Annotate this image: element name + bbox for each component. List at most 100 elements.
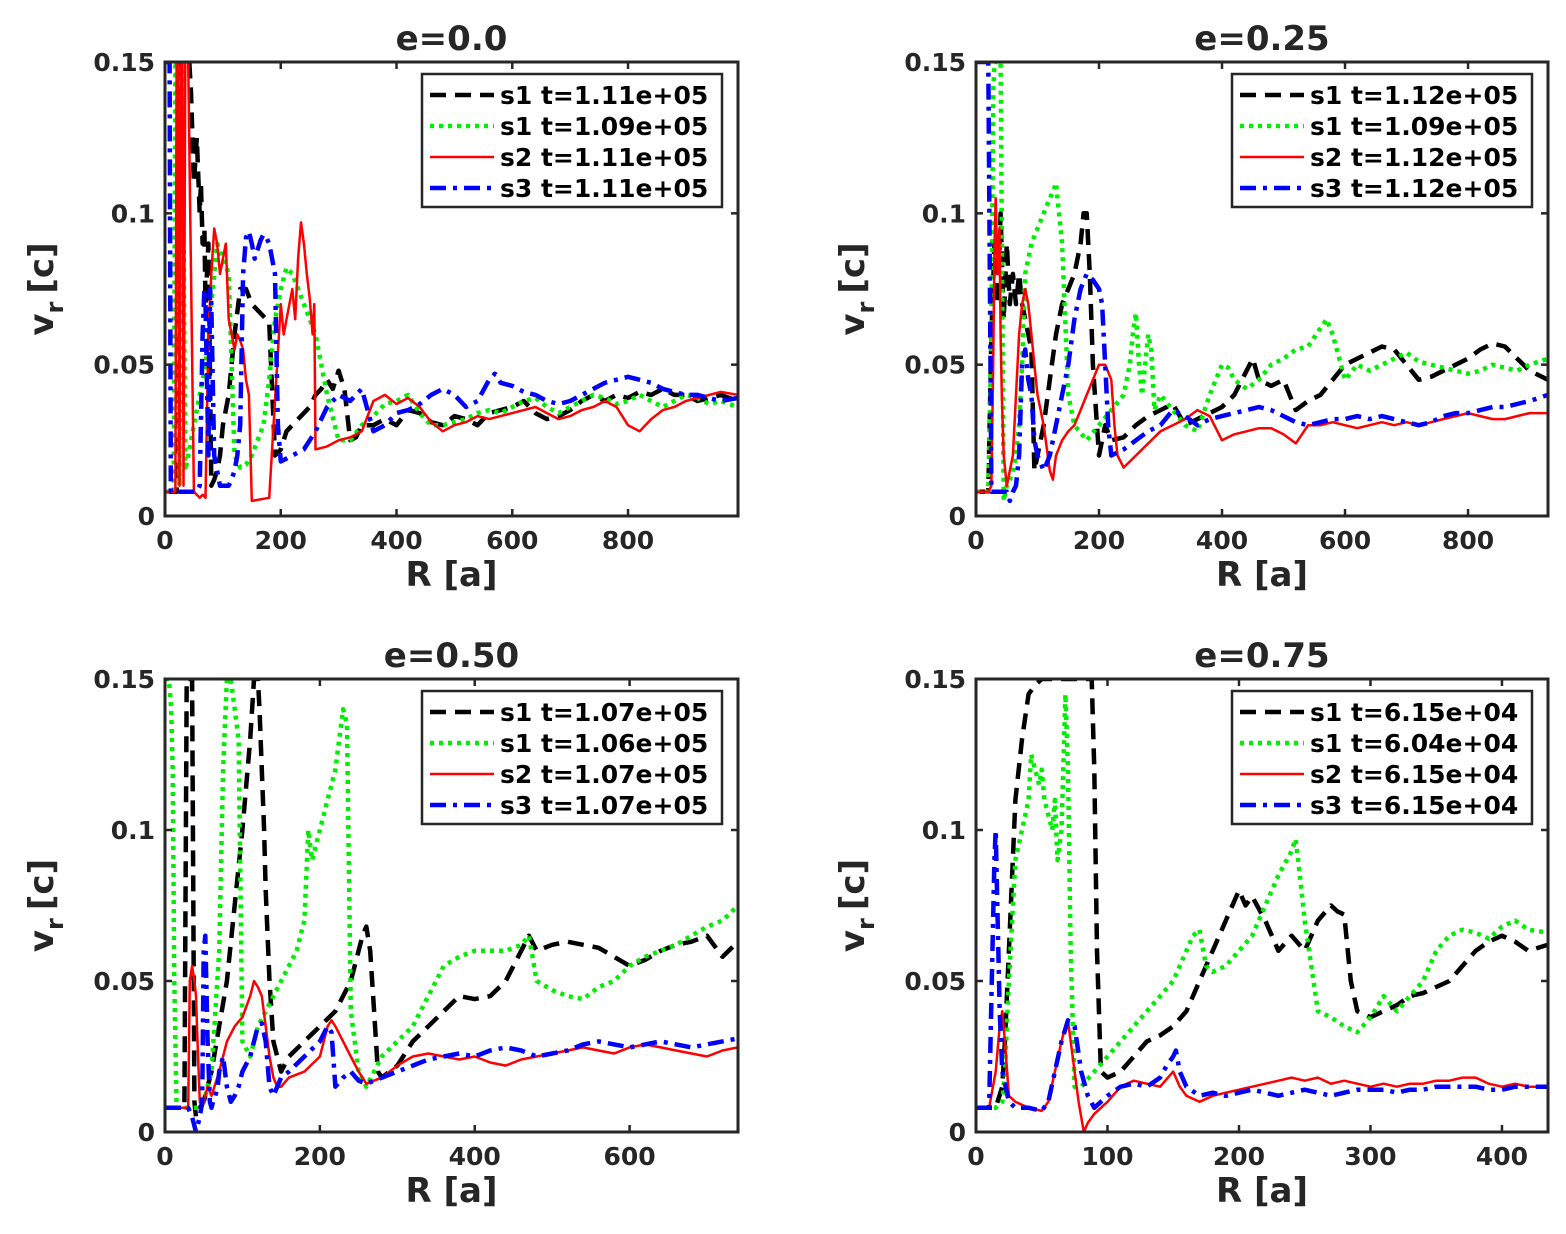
legend-label: s3 t=6.15e+04: [1310, 791, 1518, 820]
legend-label: s3 t=1.11e+05: [500, 174, 708, 203]
series-line-s3: [165, 933, 738, 1132]
x-tick-label: 0: [967, 526, 984, 555]
y-tick-label: 0: [138, 502, 155, 531]
x-axis-label: R [a]: [1216, 555, 1308, 595]
panel-e0: 0 200 400 600 800 0 0.05 0.1 0.15 e=0.0 R [a] vr [c]…: [22, 19, 740, 595]
x-tick-label: 0: [156, 1142, 173, 1171]
y-axis-label-sub: r: [852, 301, 880, 313]
y-tick-label: 0: [949, 502, 966, 531]
axes-frame: [163, 677, 740, 1134]
series-group: [165, 62, 738, 503]
panel-e025: 0 200 400 600 800 0 0.05 0.1 0.15 e=0.25 R [a] vr [c…: [833, 19, 1550, 595]
legend-label: s2 t=6.15e+04: [1310, 760, 1518, 789]
y-axis-label-main: v: [833, 313, 873, 335]
axes-frame: [974, 60, 1550, 518]
legend-label: s1 t=1.12e+05: [1310, 81, 1518, 110]
axes-frame: [163, 60, 740, 518]
y-tick-label: 0.05: [93, 967, 155, 996]
legend-label: s1 t=6.15e+04: [1310, 698, 1518, 727]
x-tick-label: 200: [1213, 1142, 1265, 1171]
chart-title: e=0.25: [1194, 19, 1329, 59]
chart-title: e=0.0: [396, 19, 508, 59]
y-axis-label: vr [c]: [22, 242, 69, 335]
panel-e075: 0 100 200 300 400 0 0.05 0.1 0.15 e=0.75 R [a] vr [c…: [833, 636, 1550, 1211]
legend-label: s3 t=1.07e+05: [500, 791, 708, 820]
legend-label: s2 t=1.11e+05: [500, 143, 708, 172]
y-tick-label: 0.05: [904, 967, 966, 996]
legend-box: [1230, 689, 1534, 826]
x-tick-label: 200: [294, 1142, 346, 1171]
panel-e050: 0 200 400 600 0 0.05 0.1 0.15 e=0.50 R [a] vr [c] s1…: [22, 636, 740, 1211]
legend-label: s1 t=1.09e+05: [500, 112, 708, 141]
series-line-s1-dash: [165, 679, 738, 1120]
x-tick-label: 200: [255, 526, 307, 555]
chart-title: e=0.75: [1194, 636, 1329, 676]
y-axis-label-unit: [c]: [22, 859, 62, 910]
y-tick-label: 0.15: [93, 48, 155, 77]
series-group: [976, 62, 1548, 504]
x-tick-label: 400: [449, 1142, 501, 1171]
legend-box: [420, 689, 724, 826]
chart-title: e=0.50: [384, 636, 519, 676]
legend-label: s3 t=1.12e+05: [1310, 174, 1518, 203]
y-axis-label-main: v: [22, 930, 62, 952]
y-axis-label-sub: r: [41, 918, 69, 930]
y-axis-label-sub: r: [41, 301, 69, 313]
legend-label: s1 t=1.11e+05: [500, 81, 708, 110]
y-axis-label-main: v: [22, 313, 62, 335]
series-line-s2: [976, 196, 1548, 494]
legend-label: s2 t=1.12e+05: [1310, 143, 1518, 172]
x-tick-label: 400: [370, 526, 422, 555]
x-tick-label: 600: [604, 1142, 656, 1171]
y-axis-label: vr [c]: [833, 242, 880, 335]
series-group: [165, 679, 738, 1132]
y-axis-label: vr [c]: [22, 859, 69, 952]
y-tick-label: 0.05: [93, 351, 155, 380]
x-tick-label: 100: [1081, 1142, 1133, 1171]
x-tick-label: 400: [1476, 1142, 1528, 1171]
x-axis-label: R [a]: [1216, 1171, 1308, 1211]
y-tick-label: 0.1: [922, 816, 966, 845]
y-axis-label-unit: [c]: [22, 242, 62, 293]
y-tick-label: 0: [138, 1118, 155, 1147]
series-line-s1-dot: [976, 62, 1548, 504]
y-tick-label: 0.1: [111, 199, 155, 228]
legend-label: s1 t=1.06e+05: [500, 729, 708, 758]
y-axis-label-sub: r: [852, 918, 880, 930]
series-line-s3: [976, 827, 1548, 1114]
series-line-s1-dot: [165, 62, 738, 495]
x-tick-label: 600: [486, 526, 538, 555]
x-tick-label: 200: [1073, 526, 1125, 555]
y-tick-label: 0.15: [904, 48, 966, 77]
axes-frame: [974, 677, 1550, 1134]
series-line-s3: [165, 62, 738, 495]
y-axis-label: vr [c]: [833, 859, 880, 952]
series-line-s1-dot: [976, 691, 1548, 1111]
y-tick-label: 0.05: [904, 351, 966, 380]
legend-label: s1 t=1.09e+05: [1310, 112, 1518, 141]
series-line-s1-dot: [165, 679, 738, 1111]
series-line-s1-dash: [976, 679, 1548, 1111]
x-tick-label: 0: [156, 526, 173, 555]
y-tick-label: 0.15: [93, 665, 155, 694]
x-tick-label: 0: [967, 1142, 984, 1171]
x-tick-label: 800: [602, 526, 654, 555]
y-axis-label-unit: [c]: [833, 242, 873, 293]
legend-label: s1 t=1.07e+05: [500, 698, 708, 727]
series-line-s2: [165, 62, 738, 503]
y-tick-label: 0.15: [904, 665, 966, 694]
x-tick-label: 400: [1196, 526, 1248, 555]
y-tick-label: 0.1: [111, 816, 155, 845]
x-axis-label: R [a]: [405, 555, 497, 595]
series-line-s1-dash: [976, 211, 1548, 495]
series-group: [976, 679, 1548, 1132]
y-axis-label-main: v: [833, 930, 873, 952]
legend-box: [1230, 72, 1534, 209]
x-tick-label: 300: [1344, 1142, 1396, 1171]
y-tick-label: 0: [949, 1118, 966, 1147]
